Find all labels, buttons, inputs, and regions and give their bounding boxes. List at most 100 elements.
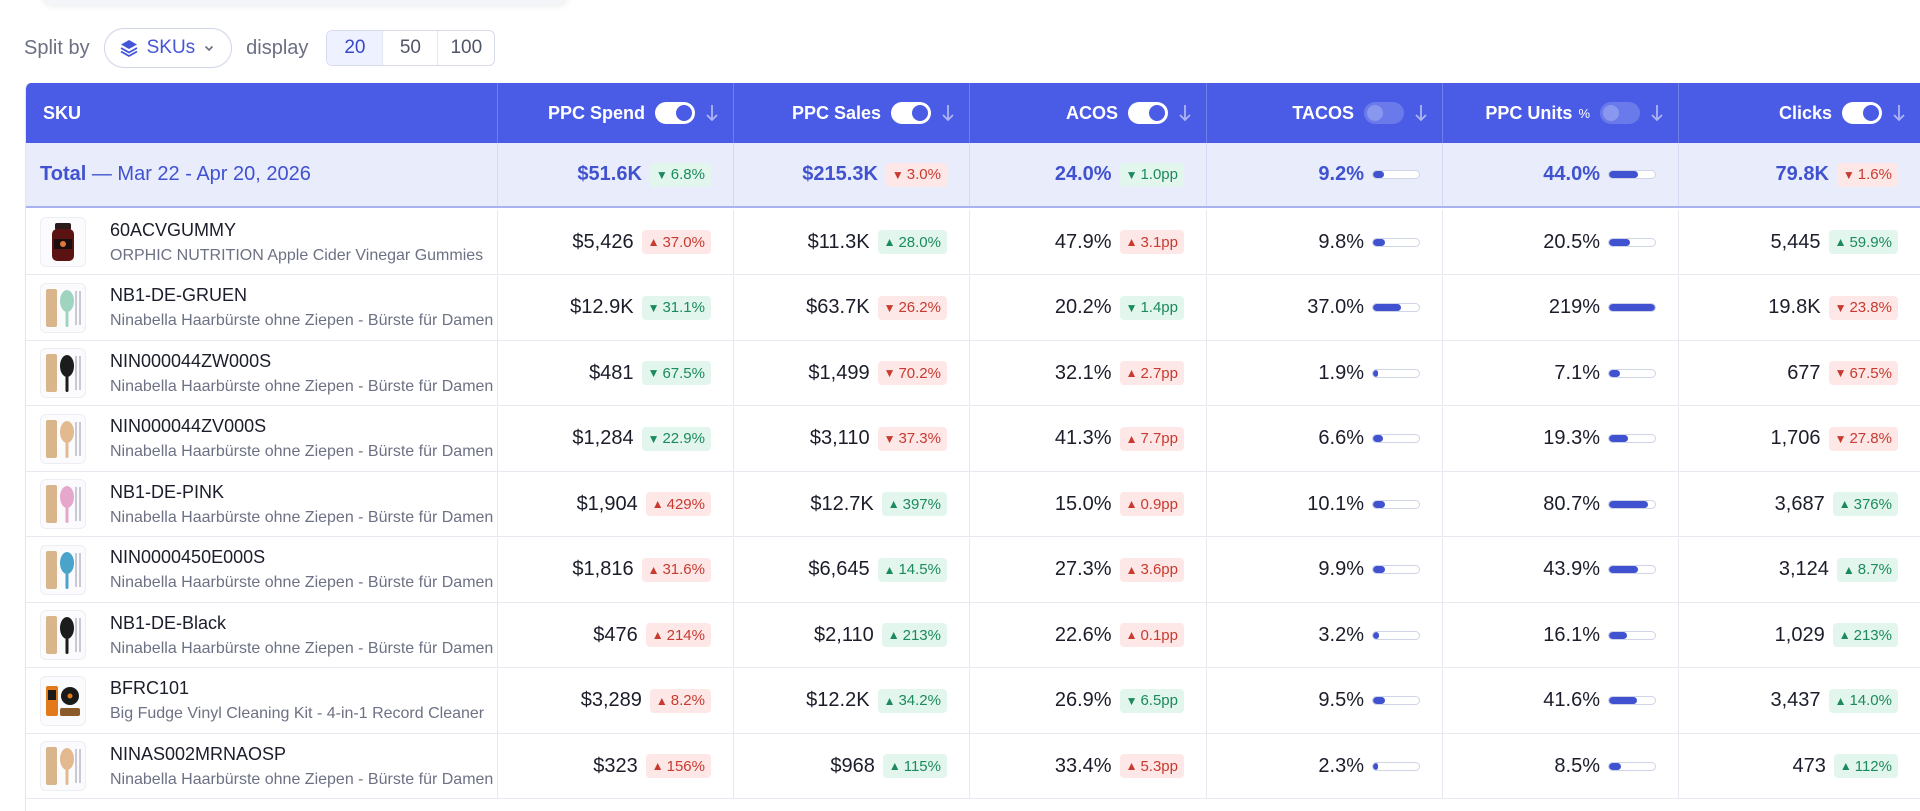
table-row[interactable]: NB1-DE-PINK Ninabella Haarbürste ohne Zie… <box>26 472 1920 537</box>
delta-badge: ▼ 37.3% <box>877 426 947 451</box>
triangle-down-icon: ▼ <box>1125 300 1138 315</box>
share-bar <box>1608 696 1656 705</box>
display-option-100[interactable]: 100 <box>437 31 494 65</box>
table-row[interactable]: 60ACVGUMMY ORPHIC NUTRITION Apple Cider V… <box>26 210 1920 275</box>
column-toggle[interactable] <box>1128 102 1168 124</box>
product-thumbnail <box>40 610 86 660</box>
delta-badge: ▲ 213% <box>1832 623 1898 647</box>
cell-ppc-sales: $12.2K ▲ 34.2% <box>734 668 970 733</box>
triangle-up-icon: ▲ <box>883 562 896 577</box>
cell-clicks: 473 ▲ 112% <box>1679 734 1920 798</box>
split-by-dropdown[interactable]: SKUs <box>103 28 233 68</box>
metric-value: $12.7K <box>810 492 874 515</box>
column-header-ppc-sales[interactable]: PPC Sales <box>734 83 970 143</box>
arrow-down-icon[interactable] <box>1178 103 1192 123</box>
sku-code[interactable]: NB1-DE-Black <box>110 612 227 633</box>
delta-badge: ▼ 67.5% <box>1828 361 1898 385</box>
column-header-ppc-spend[interactable]: PPC Spend <box>498 83 734 143</box>
triangle-up-icon: ▲ <box>1834 235 1847 249</box>
product-name: Ninabella Haarbürste ohne Ziepen - Bürst… <box>110 312 494 329</box>
cell-acos: 47.9% ▲ 3.1pp <box>970 210 1207 274</box>
arrow-down-icon[interactable] <box>1414 103 1428 123</box>
metric-value: 3.2% <box>1318 623 1364 646</box>
metric-value: 2.3% <box>1318 754 1364 777</box>
cell-clicks: 3,437 ▲ 14.0% <box>1679 669 1920 733</box>
sku-code[interactable]: NB1-DE-GRUEN <box>110 285 248 305</box>
cell-sku: NB1-DE-PINK Ninabella Haarbürste ohne Zie… <box>26 472 498 536</box>
cell-ppc-units: 20.5% <box>1443 210 1679 274</box>
column-header-clicks[interactable]: Clicks <box>1679 83 1920 143</box>
delta-badge: ▲ 28.0% <box>877 230 947 254</box>
display-option-20[interactable]: 20 <box>327 31 383 65</box>
metric-value: 10.1% <box>1307 492 1364 515</box>
delta-badge: ▲ 0.1pp <box>1119 623 1184 647</box>
delta-badge: ▲ 7.7pp <box>1119 426 1184 451</box>
product-name: Ninabella Haarbürste ohne Ziepen - Bürst… <box>110 770 494 788</box>
sku-code[interactable]: NIN000044ZV000S <box>110 416 267 436</box>
delta-badge: ▼ 70.2% <box>877 361 947 385</box>
metric-value: 19.8K <box>1768 296 1821 318</box>
share-bar <box>1372 499 1420 509</box>
table-row[interactable]: NINAS002MRNAOSP Ninabella Haarbürste ohne… <box>26 734 1920 799</box>
column-header-acos[interactable]: ACOS <box>970 83 1207 143</box>
table-row[interactable]: NB1-DE-Black Ninabella Haarbürste ohne Zi… <box>26 603 1920 668</box>
arrow-down-icon[interactable] <box>705 103 719 123</box>
column-label: SKU <box>43 102 82 123</box>
total-cell-acos: 24.0% ▼ 1.0pp <box>970 143 1207 206</box>
delta-badge: ▲ 429% <box>645 492 711 516</box>
cell-acos: 15.0% ▲ 0.9pp <box>970 472 1207 536</box>
column-toggle[interactable] <box>1364 102 1404 124</box>
total-value: 44.0% <box>1543 163 1600 185</box>
cell-clicks: 5,445 ▲ 59.9% <box>1679 210 1920 274</box>
sku-code[interactable]: NIN000044ZW000S <box>110 350 272 371</box>
sku-code[interactable]: NINAS002MRNAOSP <box>110 743 287 764</box>
column-toggle[interactable] <box>655 102 695 124</box>
table-row[interactable]: NB1-DE-GRUEN Ninabella Haarbürste ohne Zi… <box>26 275 1920 341</box>
sku-code[interactable]: 60ACVGUMMY <box>110 219 237 240</box>
total-cell-sku: Total — Mar 22 - Apr 20, 2026 <box>26 143 498 206</box>
metric-value: 219% <box>1548 296 1600 318</box>
metric-value: 9.5% <box>1318 689 1364 711</box>
triangle-down-icon: ▼ <box>1842 167 1855 182</box>
column-header-sku[interactable]: SKU <box>26 83 498 143</box>
delta-badge: ▼ 1.4pp <box>1119 295 1184 320</box>
sku-code[interactable]: BFRC101 <box>110 678 190 698</box>
metric-value: 3,124 <box>1778 558 1829 580</box>
arrow-down-icon[interactable] <box>1650 103 1664 123</box>
table-row[interactable]: NIN0000450E000S Ninabella Haarbürste ohne… <box>26 537 1920 603</box>
triangle-up-icon: ▲ <box>883 235 896 249</box>
triangle-down-icon: ▼ <box>647 366 660 380</box>
delta-badge: ▲ 115% <box>882 754 947 778</box>
column-toggle[interactable] <box>1842 102 1882 124</box>
triangle-down-icon: ▼ <box>1125 167 1138 182</box>
column-header-tacos[interactable]: TACOS <box>1207 83 1443 143</box>
display-option-50[interactable]: 50 <box>382 31 437 65</box>
arrow-down-icon[interactable] <box>941 103 955 123</box>
sku-info: NIN000044ZW000S Ninabella Haarbürste ohne… <box>110 351 497 396</box>
metric-value: 22.6% <box>1054 623 1112 646</box>
metric-value: 9.8% <box>1318 230 1364 253</box>
cell-ppc-sales: $63.7K ▼ 26.2% <box>734 275 970 340</box>
column-header-ppc-units[interactable]: PPC Units% <box>1443 83 1679 143</box>
sku-code[interactable]: NIN0000450E000S <box>110 547 266 567</box>
table-row[interactable]: NIN000044ZW000S Ninabella Haarbürste ohne… <box>26 341 1920 406</box>
arrow-down-icon[interactable] <box>1892 103 1906 123</box>
triangle-up-icon: ▲ <box>1125 562 1138 577</box>
top-panel-edge <box>40 0 570 6</box>
total-value: 79.8K <box>1775 163 1829 185</box>
table-row[interactable]: BFRC101 Big Fudge Vinyl Cleaning Kit - 4-… <box>26 668 1920 734</box>
sku-info: BFRC101 Big Fudge Vinyl Cleaning Kit - 4-… <box>110 678 497 723</box>
metric-value: $11.3K <box>807 230 870 253</box>
column-toggle[interactable] <box>891 102 931 124</box>
metric-value: 1.9% <box>1318 361 1364 384</box>
total-value: $215.3K <box>802 163 878 185</box>
share-bar <box>1372 630 1420 640</box>
table-row[interactable]: NIN000044ZV000S Ninabella Haarbürste ohne… <box>26 406 1920 472</box>
delta-badge: ▼ 27.8% <box>1828 426 1898 451</box>
delta-badge: ▼ 26.2% <box>877 295 947 320</box>
triangle-up-icon: ▲ <box>1125 628 1138 642</box>
column-toggle[interactable] <box>1600 102 1640 124</box>
delta-badge: ▲ 376% <box>1832 492 1898 516</box>
cell-ppc-sales: $968 ▲ 115% <box>734 734 970 798</box>
sku-code[interactable]: NB1-DE-PINK <box>110 481 225 502</box>
